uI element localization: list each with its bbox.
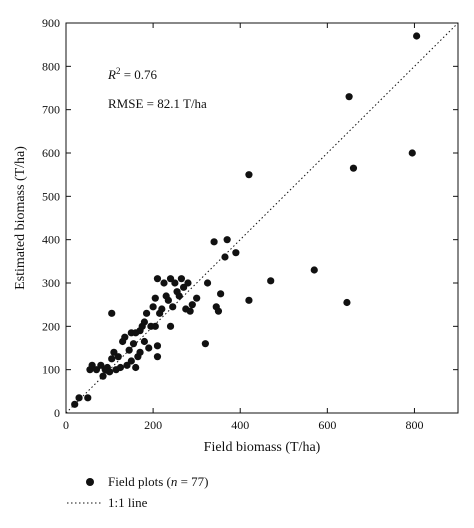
y-tick-label: 300 [42, 276, 60, 290]
r-squared-value: = 0.76 [120, 67, 157, 82]
data-point [169, 303, 177, 311]
data-point [114, 353, 122, 361]
x-tick-label: 400 [231, 418, 249, 432]
data-point [203, 279, 212, 287]
data-point [193, 294, 201, 302]
y-tick-label: 900 [42, 16, 60, 30]
data-point [142, 309, 151, 317]
data-point [158, 305, 166, 313]
data-point [108, 309, 116, 317]
data-point [140, 318, 148, 326]
data-point [99, 372, 107, 380]
data-point [84, 394, 92, 402]
data-point [136, 348, 144, 356]
data-point [132, 363, 140, 372]
data-point [186, 307, 194, 315]
x-tick-label: 200 [144, 418, 162, 432]
data-point [153, 353, 162, 361]
data-point [129, 340, 138, 348]
data-point [345, 93, 353, 101]
data-point [151, 322, 159, 330]
data-point [108, 355, 116, 363]
legend-points-label: Field plots (n = 77) [108, 474, 209, 489]
legend-point-marker [86, 478, 94, 486]
y-tick-label: 800 [42, 59, 60, 73]
data-point [116, 363, 125, 372]
data-point [149, 303, 157, 311]
data-point [125, 346, 133, 354]
y-tick-label: 100 [42, 363, 60, 377]
data-point [160, 279, 168, 287]
data-point [223, 236, 231, 244]
data-point [71, 400, 79, 408]
plot-area [65, 22, 459, 414]
data-point [217, 290, 225, 298]
data-point [221, 253, 229, 261]
data-point [121, 333, 129, 341]
y-tick-label: 200 [42, 319, 60, 333]
data-point [245, 296, 253, 304]
data-point [177, 275, 186, 283]
data-point [153, 342, 162, 350]
x-axis-ticks: 0 200 400 600 800 [63, 23, 423, 432]
data-points [71, 32, 421, 408]
y-axis-title: Estimated biomass (T/ha) [13, 146, 28, 290]
r-squared-superscript: 2 [116, 66, 121, 76]
legend-line-label: 1:1 line [108, 495, 148, 510]
y-axis-ticks: 0 100 200 300 400 500 600 700 800 900 [42, 16, 458, 420]
rmse-annotation: RMSE = 82.1 T/ha [108, 96, 207, 111]
data-point [153, 275, 162, 283]
y-tick-label: 500 [42, 189, 60, 203]
x-tick-label: 600 [318, 418, 336, 432]
data-point [151, 294, 159, 302]
y-tick-label: 400 [42, 233, 60, 247]
plot-frame [65, 22, 459, 414]
y-tick-label: 700 [42, 103, 60, 117]
r-squared-annotation: R2 = 0.76 [107, 66, 158, 82]
data-point [201, 340, 209, 348]
data-point [184, 279, 192, 287]
data-point [408, 149, 416, 157]
data-point [214, 307, 223, 315]
x-axis-title: Field biomass (T/ha) [204, 440, 321, 455]
data-point [413, 32, 421, 40]
legend-points-label-n: n [171, 474, 178, 489]
x-tick-label: 0 [63, 418, 69, 432]
legend-points-label-pre: Field plots ( [108, 474, 171, 489]
data-point [310, 266, 318, 274]
data-point [166, 322, 175, 330]
x-tick-label: 800 [405, 418, 423, 432]
data-point [232, 249, 240, 257]
y-tick-label: 0 [54, 406, 60, 420]
data-point [145, 344, 153, 352]
data-point [343, 298, 351, 307]
data-point [127, 357, 135, 365]
data-point [140, 337, 148, 346]
data-point [164, 296, 172, 304]
data-point [267, 277, 275, 285]
legend-points-label-post: = 77) [177, 474, 208, 489]
data-point [210, 238, 218, 246]
data-point [349, 164, 358, 172]
legend: Field plots (n = 77) 1:1 line [67, 474, 209, 510]
r-squared-symbol: R [107, 67, 116, 82]
y-tick-label: 600 [42, 146, 60, 160]
data-point [188, 301, 196, 309]
data-point [105, 368, 114, 376]
data-point [75, 394, 83, 402]
data-point [171, 279, 179, 287]
data-point [245, 171, 253, 179]
data-point [175, 292, 183, 300]
